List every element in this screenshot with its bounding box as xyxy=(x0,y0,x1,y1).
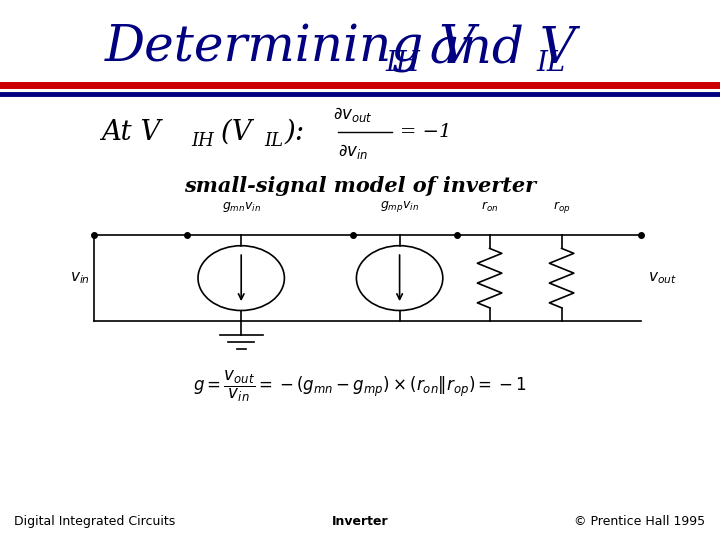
Text: (V: (V xyxy=(212,119,252,146)
Text: $r_{on}$: $r_{on}$ xyxy=(481,200,498,214)
Text: IH: IH xyxy=(191,132,214,151)
Text: $\partial v_{in}$: $\partial v_{in}$ xyxy=(338,142,368,161)
Text: and V: and V xyxy=(414,24,576,73)
Text: IL: IL xyxy=(536,50,565,77)
Text: $r_{op}$: $r_{op}$ xyxy=(553,199,570,215)
Text: © Prentice Hall 1995: © Prentice Hall 1995 xyxy=(575,515,706,528)
Text: $v_{out}$: $v_{out}$ xyxy=(648,270,677,286)
Text: At V: At V xyxy=(101,119,161,146)
Text: $\partial v_{out}$: $\partial v_{out}$ xyxy=(333,105,373,124)
Text: $g_{mn}v_{in}$: $g_{mn}v_{in}$ xyxy=(222,200,261,214)
Text: $g_{mp}v_{in}$: $g_{mp}v_{in}$ xyxy=(380,199,419,214)
Text: $v_{in}$: $v_{in}$ xyxy=(70,270,90,286)
Text: IH: IH xyxy=(385,50,420,77)
Text: $g = \dfrac{v_{out}}{v_{in}} = -(g_{mn} - g_{mp})\times(r_{on} \| r_{op}) = -1$: $g = \dfrac{v_{out}}{v_{in}} = -(g_{mn} … xyxy=(193,368,527,404)
Text: Inverter: Inverter xyxy=(332,515,388,528)
Text: Digital Integrated Circuits: Digital Integrated Circuits xyxy=(14,515,176,528)
Text: = −1: = −1 xyxy=(400,123,451,141)
Text: Determining V: Determining V xyxy=(104,24,476,73)
Text: small-signal model of inverter: small-signal model of inverter xyxy=(184,176,536,197)
Text: IL: IL xyxy=(264,132,284,151)
Text: ):: ): xyxy=(284,119,305,146)
